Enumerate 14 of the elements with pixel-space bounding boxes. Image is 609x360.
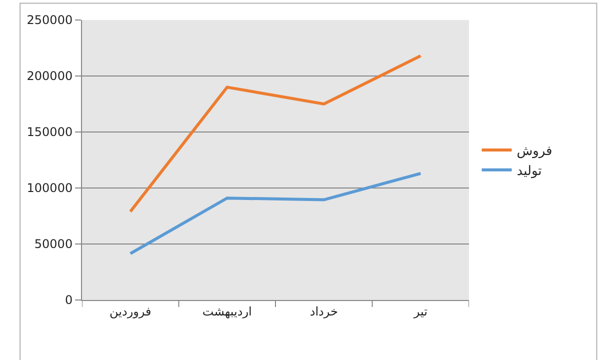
line-series bbox=[128, 172, 422, 256]
y-tick-label: 50000 bbox=[34, 237, 73, 252]
x-tick-label: تیر bbox=[412, 304, 428, 318]
x-tick-label: فروردین bbox=[109, 304, 152, 318]
y-tick-label: 100000 bbox=[26, 181, 73, 196]
legend-label: تولید bbox=[516, 164, 542, 179]
y-tick-label: 150000 bbox=[26, 125, 73, 140]
y-tick-label: 0 bbox=[64, 293, 73, 308]
line-series bbox=[128, 54, 422, 214]
x-tick-label: اردیبهشت bbox=[202, 304, 252, 318]
legend-label: فروش bbox=[516, 144, 552, 160]
y-tick-label: 200000 bbox=[26, 69, 73, 84]
y-tick-label: 250000 bbox=[26, 13, 73, 28]
x-tick-label: خرداد bbox=[310, 304, 338, 318]
